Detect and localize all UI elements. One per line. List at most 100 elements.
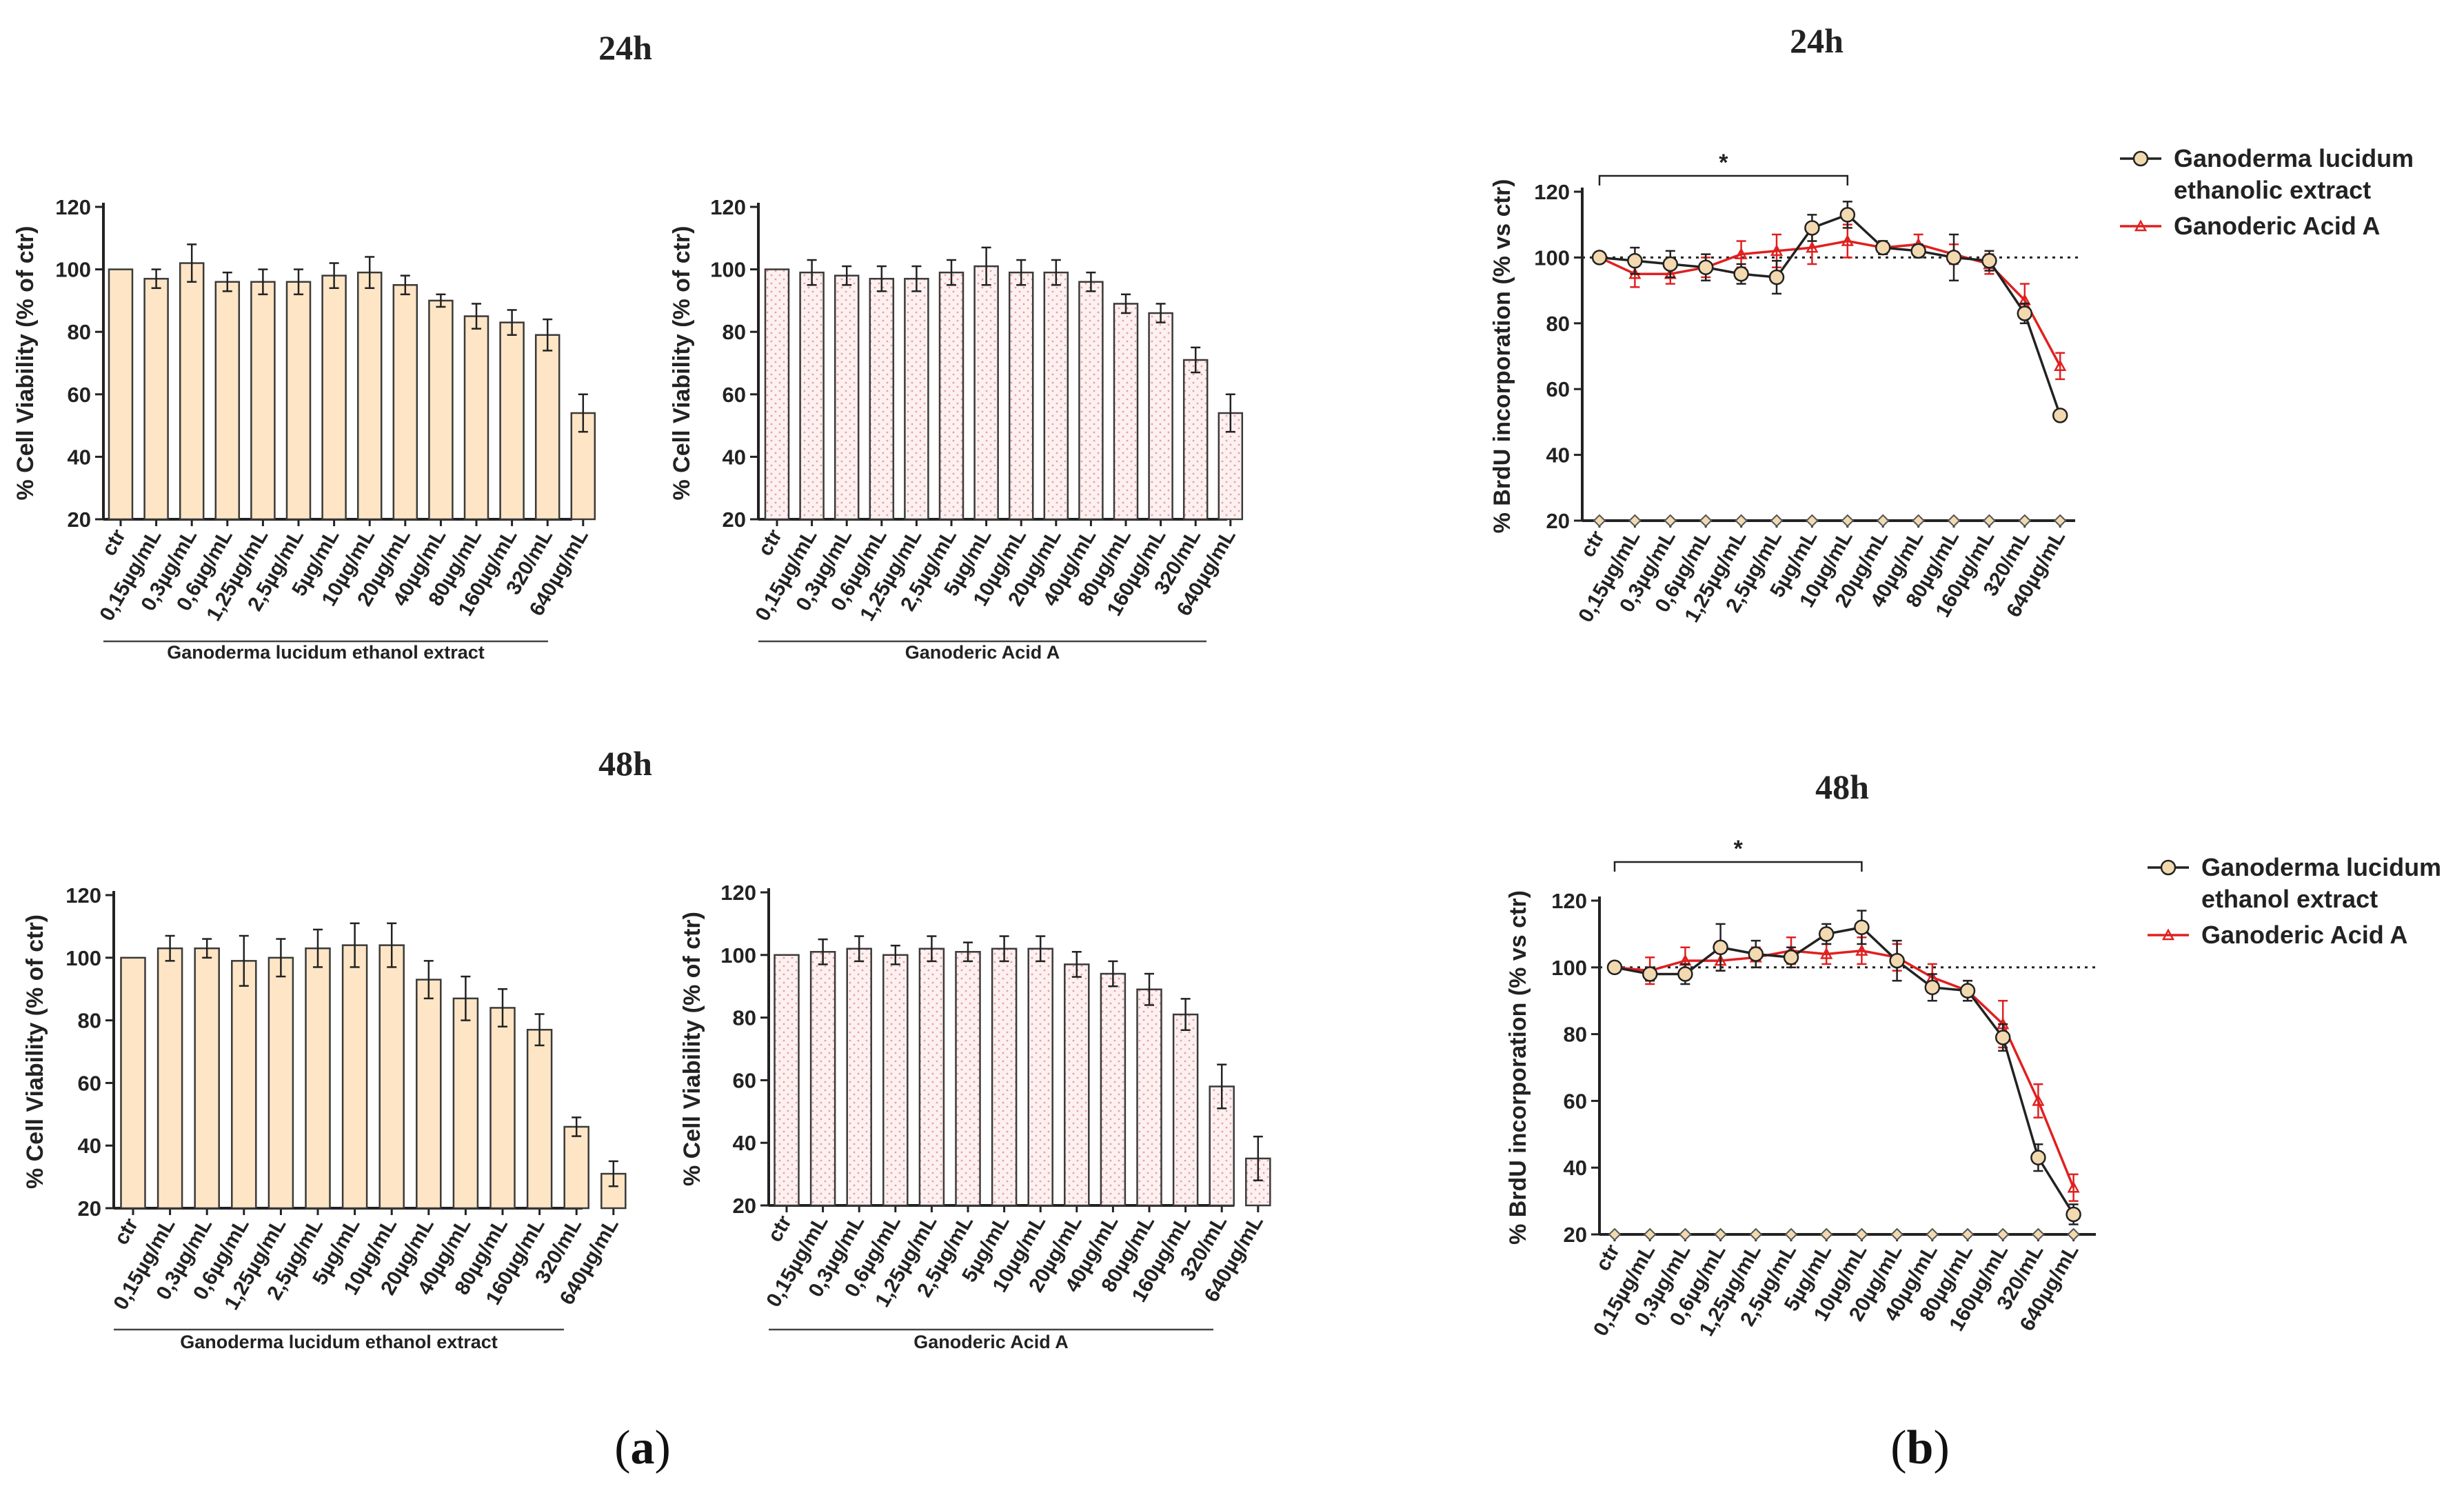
baseline-marker xyxy=(1947,514,1961,528)
bar xyxy=(156,947,183,1210)
y-tick-label: 80 xyxy=(733,1006,756,1030)
y-tick-label: 60 xyxy=(1564,1089,1587,1113)
bar xyxy=(938,271,965,521)
y-axis-label: % BrdU incorporation (% vs ctr) xyxy=(1505,890,1531,1245)
baseline-marker xyxy=(1643,1228,1657,1241)
point-extract xyxy=(1804,220,1820,236)
baseline-marker xyxy=(1714,1228,1728,1241)
bar xyxy=(143,277,169,521)
point-extract xyxy=(1627,252,1643,269)
bar xyxy=(563,1125,589,1210)
x-tick-label: ctr xyxy=(110,1214,143,1249)
significance-bracket xyxy=(1598,174,1849,186)
significance-star: * xyxy=(1734,836,1744,862)
line-chart-b24: 20 40 60 80 100 120 % BrdU incorporation (% vs… xyxy=(1489,144,2414,626)
legend-marker xyxy=(2132,150,2149,167)
baseline-marker xyxy=(1890,1228,1904,1241)
y-tick-label: 120 xyxy=(710,195,746,219)
point-extract xyxy=(1697,259,1714,275)
bar xyxy=(774,954,800,1207)
legend-label: Ganoderic Acid A xyxy=(2201,921,2407,949)
y-tick-label: 80 xyxy=(723,320,746,344)
heading-a-24h: 24h xyxy=(598,28,652,67)
y-tick-label: 40 xyxy=(723,445,746,469)
baseline-marker xyxy=(1735,514,1748,528)
bar xyxy=(1136,988,1162,1207)
point-extract xyxy=(1995,1030,2011,1045)
point-acid xyxy=(1820,947,1833,959)
y-tick-label: 120 xyxy=(1534,180,1570,204)
y-tick-label: 100 xyxy=(65,946,101,970)
baseline-marker xyxy=(1996,1228,2010,1241)
baseline-marker xyxy=(1678,1228,1692,1241)
point-extract xyxy=(1946,250,1962,265)
bar xyxy=(194,947,220,1210)
y-tick-label: 60 xyxy=(68,383,91,407)
point-extract xyxy=(1854,919,1870,935)
x-axis-label: Ganoderic Acid A xyxy=(905,642,1060,663)
point-extract xyxy=(1606,959,1623,976)
y-tick-label: 60 xyxy=(733,1068,756,1092)
bar xyxy=(392,284,418,521)
baseline-marker xyxy=(1770,514,1784,528)
bar xyxy=(214,281,241,521)
baseline-marker xyxy=(1961,1228,1975,1241)
baseline-marker xyxy=(1699,514,1713,528)
significance-star: * xyxy=(1719,150,1728,176)
y-tick-label: 120 xyxy=(55,195,91,219)
point-acid xyxy=(1855,943,1868,956)
baseline-marker xyxy=(1855,1228,1868,1241)
point-extract xyxy=(1768,269,1785,285)
y-tick-label: 20 xyxy=(733,1194,756,1218)
point-extract xyxy=(1959,983,1976,999)
bar xyxy=(463,315,489,521)
bar xyxy=(108,268,134,521)
point-extract xyxy=(2017,305,2033,321)
y-tick-label: 80 xyxy=(1564,1023,1587,1047)
baseline-marker xyxy=(1805,514,1819,528)
point-extract xyxy=(1818,926,1835,942)
baseline-marker xyxy=(1608,1228,1622,1241)
y-tick-label: 40 xyxy=(1546,443,1570,468)
bar xyxy=(179,262,205,521)
y-tick-label: 40 xyxy=(733,1131,756,1155)
bar-chart-a48-extract: 20 40 60 80 100 120 % Cell Viability (% of ctr… xyxy=(22,883,627,1352)
bar xyxy=(305,947,331,1210)
y-tick-label: 60 xyxy=(1546,377,1570,401)
legend-label: Ganoderic Acid A xyxy=(2174,212,2380,240)
y-axis-label: % Cell Viability (% of ctr) xyxy=(12,226,39,500)
bar xyxy=(285,281,312,521)
bar xyxy=(416,979,442,1210)
bar xyxy=(869,277,895,521)
bar-chart-a24-extract: 20 40 60 80 100 120 % Cell Viability (% of ctr… xyxy=(12,195,596,663)
legend-label: ethanol extract xyxy=(2201,885,2378,913)
bar xyxy=(1027,948,1053,1207)
bar xyxy=(499,321,525,521)
baseline-marker xyxy=(1819,1228,1833,1241)
y-tick-label: 120 xyxy=(65,883,101,908)
bar xyxy=(882,954,909,1207)
y-tick-label: 20 xyxy=(723,508,746,532)
x-tick-label: ctr xyxy=(1576,527,1609,561)
baseline-marker xyxy=(1593,514,1606,528)
legend-label: ethanolic extract xyxy=(2174,176,2371,204)
bar xyxy=(321,274,347,521)
bar-chart-a48-acid: 20 40 60 80 100 120 % Cell Viability (% of ctr… xyxy=(679,881,1271,1352)
bar xyxy=(1113,303,1139,521)
series-line-acid xyxy=(1614,949,2075,1188)
bar xyxy=(120,956,146,1210)
point-extract xyxy=(1591,250,1608,265)
x-tick-label: ctr xyxy=(1591,1241,1624,1275)
baseline-marker xyxy=(1982,514,1996,528)
point-extract xyxy=(2066,1206,2081,1223)
baseline-marker xyxy=(1749,1228,1763,1241)
point-extract xyxy=(1713,939,1728,956)
point-acid xyxy=(2054,359,2067,372)
point-extract xyxy=(1733,266,1749,282)
bar xyxy=(1043,271,1069,521)
y-axis-label: % Cell Viability (% of ctr) xyxy=(679,912,705,1186)
point-extract xyxy=(2030,1150,2046,1165)
panel-label-a: (a) xyxy=(614,1421,671,1474)
y-axis-label: % Cell Viability (% of ctr) xyxy=(22,914,48,1189)
